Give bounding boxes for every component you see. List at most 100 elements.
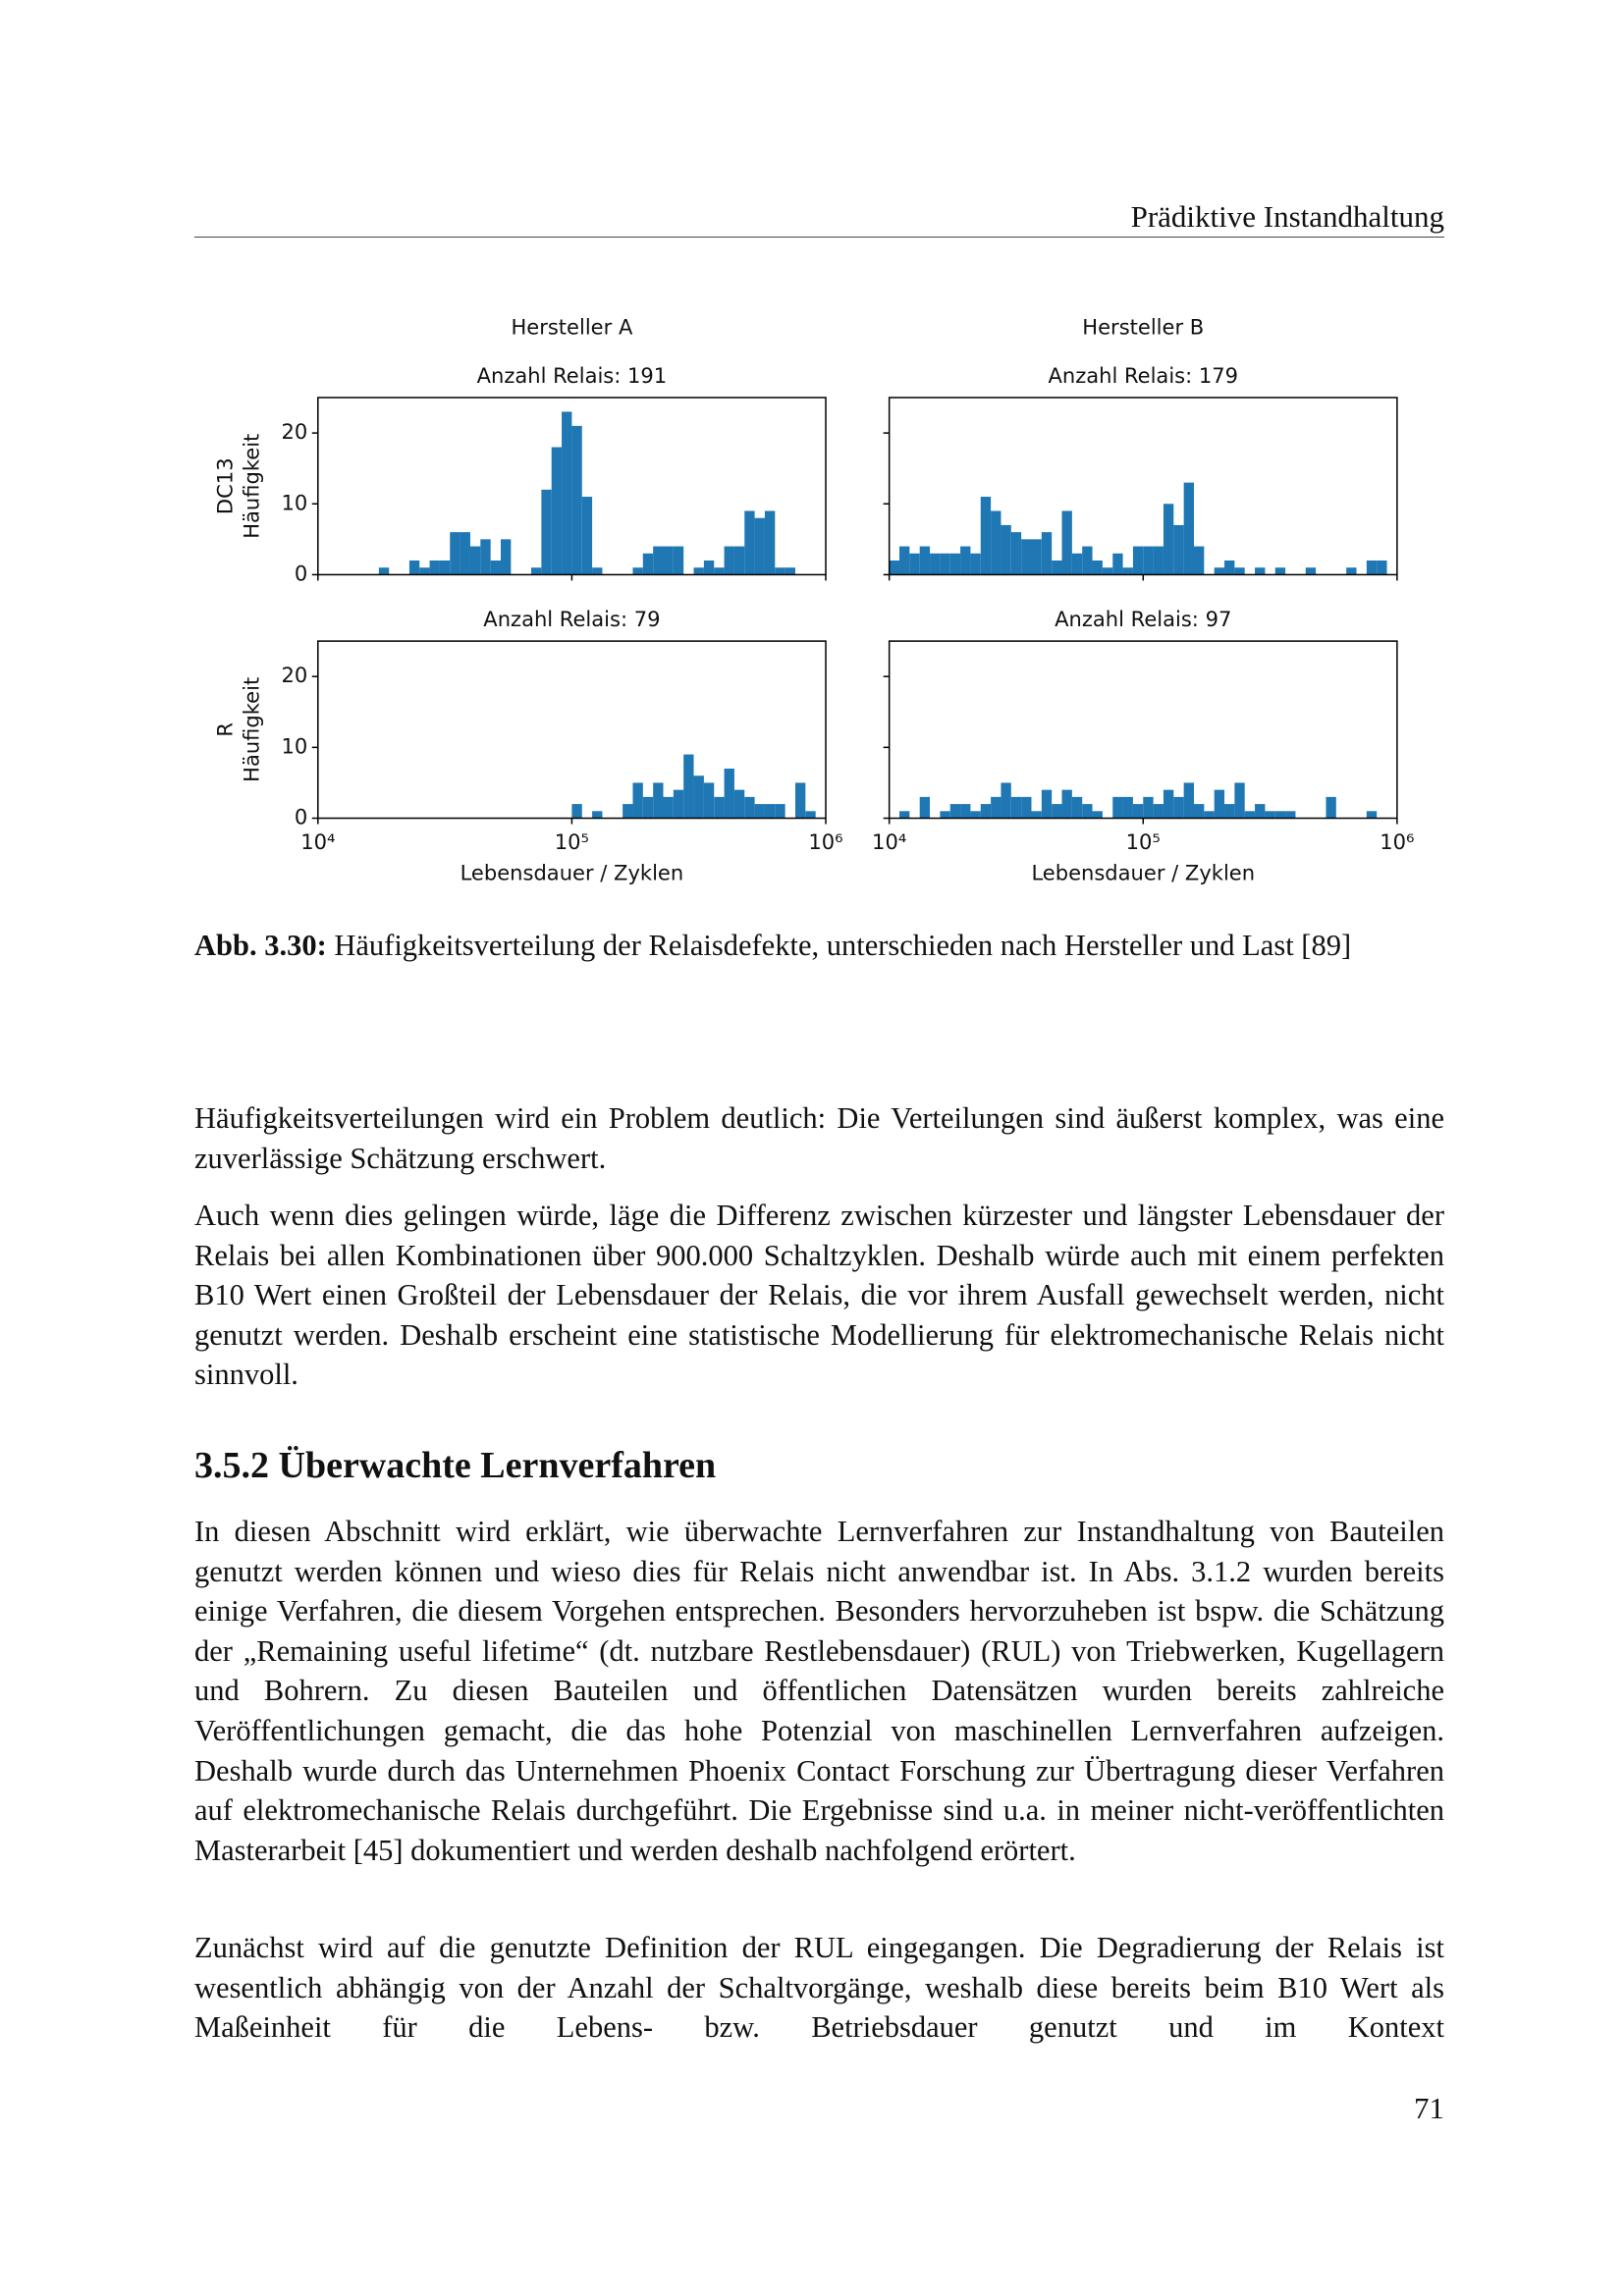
histogram-bar <box>1163 504 1173 575</box>
histogram-bar <box>785 567 795 575</box>
histogram-bar <box>561 411 571 575</box>
histogram-bar <box>774 567 785 575</box>
histogram-bar <box>479 539 491 575</box>
histogram-bar <box>794 782 805 819</box>
histogram-bar <box>1274 567 1285 575</box>
histogram-bar <box>1345 567 1357 575</box>
paragraph: Auch wenn dies gelingen würde, läge die … <box>194 1199 1444 1392</box>
histogram-bar <box>460 532 470 575</box>
histogram-bar <box>673 546 683 575</box>
histogram-bar <box>652 782 664 819</box>
histogram-bar <box>1193 804 1204 819</box>
histogram-bar <box>724 769 734 819</box>
histogram-bar <box>1041 789 1052 819</box>
histogram-bar <box>622 804 632 819</box>
histogram-bar <box>1071 553 1082 575</box>
histogram-bar <box>581 497 592 575</box>
histogram-bar <box>631 782 643 819</box>
histogram-bar <box>1132 546 1143 575</box>
histogram-bar <box>1284 811 1295 819</box>
histogram-bar <box>1264 811 1275 819</box>
histogram-bar <box>469 546 480 575</box>
histogram-bar <box>929 553 940 575</box>
histogram-bar <box>898 811 909 819</box>
histogram-bar <box>733 546 744 575</box>
column-title: Hersteller A <box>511 314 633 339</box>
histogram-bar <box>1223 561 1234 575</box>
histogram-bar <box>1193 546 1204 575</box>
y-tick-label: 10 <box>281 490 307 514</box>
axes-frame <box>316 640 827 820</box>
histogram-bar <box>591 567 602 575</box>
histogram-bar <box>980 804 991 819</box>
subplot-title: Anzahl Relais: 179 <box>1048 363 1238 388</box>
x-tick-label: 10⁶ <box>808 829 842 854</box>
histogram-bar <box>1111 553 1123 575</box>
histogram-bar <box>939 553 950 575</box>
subplot-title: Anzahl Relais: 191 <box>476 363 667 388</box>
histogram-bar <box>682 754 694 819</box>
histogram-bar <box>1233 782 1245 819</box>
histogram-bar <box>490 561 501 575</box>
histogram-bar <box>980 497 991 575</box>
x-tick-label: 10⁴ <box>872 829 906 854</box>
y-tick-label: 10 <box>281 733 307 758</box>
histogram-bar <box>898 546 909 575</box>
caption-label: Abb. 3.30: <box>194 929 327 962</box>
histogram-bar <box>1030 539 1042 575</box>
subplot-title: Anzahl Relais: 97 <box>1055 607 1231 631</box>
histogram-bar <box>949 553 960 575</box>
histogram-bar <box>919 796 930 819</box>
histogram-bar <box>1214 789 1224 819</box>
histogram-bar <box>1132 804 1143 819</box>
histogram-bar <box>1203 811 1215 819</box>
histogram-bar <box>959 546 970 575</box>
histogram-bar <box>1111 796 1123 819</box>
y-axis-label: DC13 <box>212 457 237 514</box>
histogram-bar <box>540 489 552 575</box>
histogram-bar <box>1172 524 1184 575</box>
histogram-bar <box>652 546 664 575</box>
histogram-bar <box>713 567 725 575</box>
histogram-bar <box>713 796 725 819</box>
histogram-bar <box>429 561 440 575</box>
paragraph: In diesen Abschnitt wird erklärt, wie üb… <box>194 1515 1444 1867</box>
x-axis-label: Lebensdauer / Zyklen <box>460 861 683 885</box>
histogram-bar <box>1092 811 1103 819</box>
y-axis-label: Häufigkeit <box>239 677 263 782</box>
histogram-bar <box>591 811 602 819</box>
histogram-bar <box>1071 796 1082 819</box>
y-tick-label: 0 <box>294 561 306 585</box>
y-tick-label: 0 <box>294 805 306 829</box>
y-axis-label: R <box>212 722 237 737</box>
histogram-bar <box>1244 811 1255 819</box>
histogram-bar <box>1325 796 1336 819</box>
header-rule <box>194 237 1444 238</box>
histogram-bar <box>754 517 765 575</box>
histogram-bar <box>378 567 389 575</box>
section-heading: 3.5.2 Überwachte Lernverfahren <box>194 1445 717 1486</box>
histogram-bar <box>551 447 562 575</box>
histogram-bar <box>919 546 930 575</box>
histogram-bar <box>754 804 765 819</box>
histogram-bar <box>693 567 704 575</box>
histogram-bar <box>663 796 674 819</box>
histogram-bar <box>969 811 981 819</box>
histogram-bar <box>570 425 582 575</box>
histogram-bar <box>703 561 714 575</box>
histogram-bar <box>1081 804 1093 819</box>
histogram-bar <box>939 811 950 819</box>
histogram-bar <box>631 567 643 575</box>
histogram-bar <box>1061 789 1072 819</box>
histogram-bar <box>663 546 674 575</box>
histogram-bar <box>724 546 734 575</box>
histogram-bar <box>1092 561 1103 575</box>
histogram-bar <box>764 510 775 575</box>
histogram-bar <box>1172 796 1184 819</box>
histogram-bar <box>1376 561 1387 575</box>
histogram-bar <box>530 567 541 575</box>
histogram-bar <box>1214 567 1224 575</box>
histogram-bar <box>703 782 714 819</box>
y-tick-label: 20 <box>281 663 307 687</box>
histogram-bar <box>1102 567 1112 575</box>
